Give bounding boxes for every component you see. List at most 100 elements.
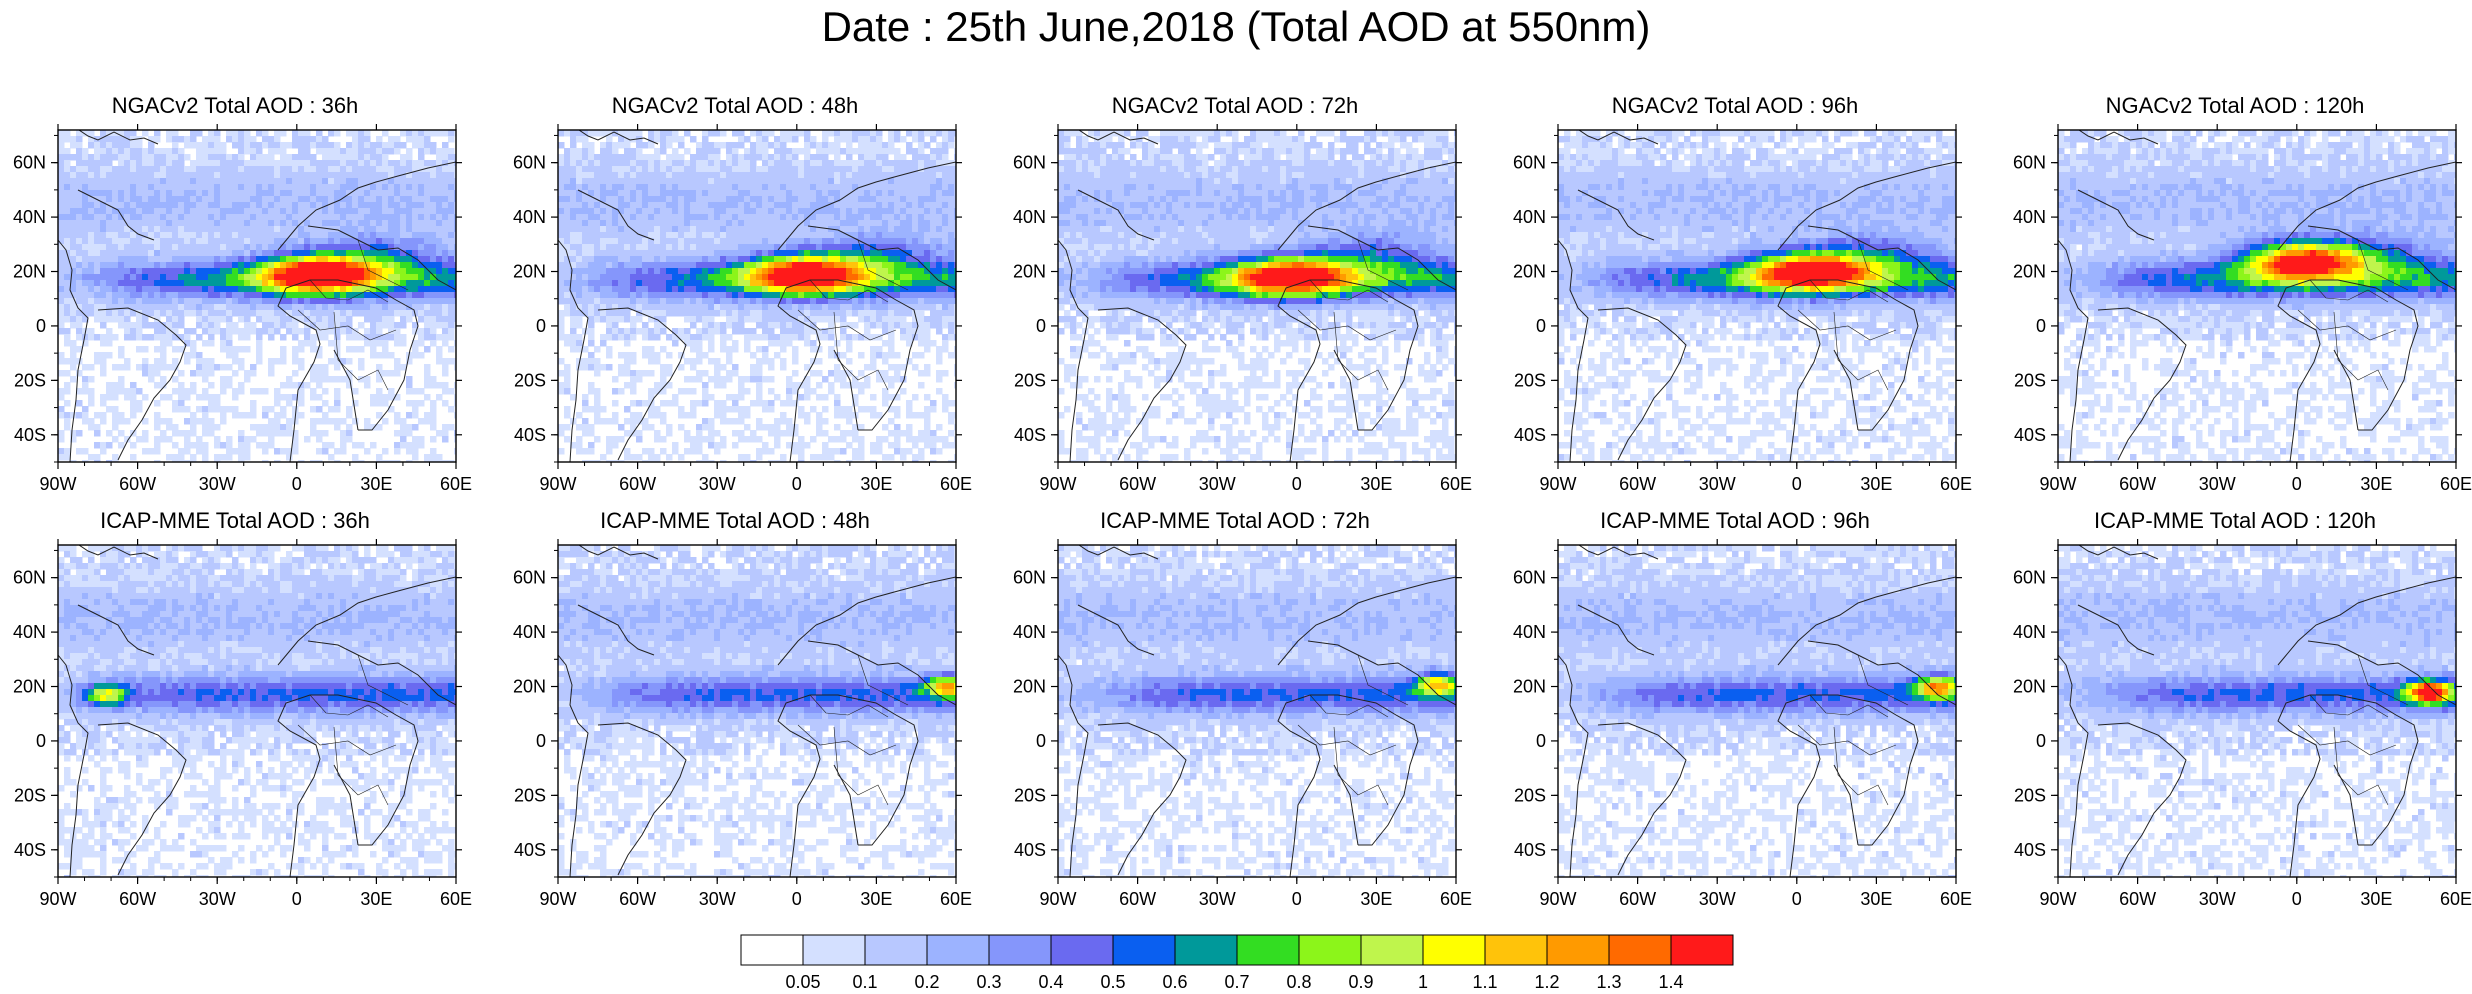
aod-map: 90W 60W 30W 0 30E 60E 60N 40N 20N 0 20S 40S — [2013, 539, 2472, 909]
lon-tick-label: 30W — [1699, 889, 1736, 909]
lon-tick-label: 30E — [1360, 474, 1392, 494]
lat-tick-label: 20N — [1013, 262, 1046, 282]
lat-tick-label: 0 — [536, 316, 546, 336]
aod-field — [2058, 545, 2456, 877]
lat-tick-label: 40S — [1514, 840, 1546, 860]
lat-tick-label: 20N — [2013, 262, 2046, 282]
lat-tick-label: 20N — [513, 677, 546, 697]
aod-field — [2058, 130, 2456, 462]
colorbar-swatch — [1670, 934, 1734, 966]
aod-field — [1558, 545, 1956, 877]
lat-tick-label: 20N — [1013, 677, 1046, 697]
aod-map: 90W 60W 30W 0 30E 60E 60N 40N 20N 0 20S 40S — [1513, 124, 1972, 494]
aod-field — [558, 545, 956, 877]
ngac-map-panel-4: 90W 60W 30W 0 30E 60E 60N 40N 20N 0 20S 40S NGACv2 T… — [1500, 90, 1972, 510]
lon-tick-label: 30W — [699, 889, 736, 909]
colorbar-label: 0.05 — [785, 972, 820, 992]
lon-tick-label: 30W — [199, 474, 236, 494]
lat-tick-label: 20S — [1514, 785, 1546, 805]
lat-tick-label: 20N — [13, 262, 46, 282]
lon-tick-label: 30E — [360, 889, 392, 909]
colorbar-swatch — [1484, 934, 1548, 966]
aod-map: 90W 60W 30W 0 30E 60E 60N 40N 20N 0 20S 40S — [2013, 124, 2472, 494]
panel-title: NGACv2 Total AOD : 48h — [500, 93, 970, 119]
colorbar-swatch — [1174, 934, 1238, 966]
lat-tick-label: 20S — [2014, 370, 2046, 390]
lon-tick-label: 0 — [1292, 889, 1302, 909]
icap-map-panel-4: 90W 60W 30W 0 30E 60E 60N 40N 20N 0 20S 40S ICAP-MME… — [1500, 505, 1972, 925]
colorbar-label: 1.3 — [1596, 972, 1621, 992]
lon-tick-label: 60E — [2440, 889, 2472, 909]
aod-field — [1058, 545, 1456, 877]
icap-map-panel-1: 90W 60W 30W 0 30E 60E 60N 40N 20N 0 20S 40S ICAP-MME… — [0, 505, 472, 925]
colorbar-label: 0.4 — [1038, 972, 1063, 992]
lat-tick-label: 20S — [14, 370, 46, 390]
lon-tick-label: 90W — [2039, 474, 2076, 494]
map-frame — [1057, 129, 1457, 463]
panel-title: ICAP-MME Total AOD : 48h — [500, 508, 970, 534]
lat-tick-label: 40N — [1013, 207, 1046, 227]
map-frame — [2057, 129, 2457, 463]
map-frame — [57, 129, 457, 463]
lat-tick-label: 20S — [1014, 785, 1046, 805]
lat-tick-label: 40N — [2013, 622, 2046, 642]
lon-tick-label: 60W — [619, 474, 656, 494]
lon-tick-label: 60E — [940, 889, 972, 909]
lat-tick-label: 40N — [513, 207, 546, 227]
lon-tick-label: 30W — [699, 474, 736, 494]
lon-tick-label: 30W — [2199, 474, 2236, 494]
lon-tick-label: 0 — [1792, 474, 1802, 494]
lat-tick-label: 40S — [14, 840, 46, 860]
panel-title: NGACv2 Total AOD : 36h — [0, 93, 470, 119]
lat-tick-label: 40N — [1013, 622, 1046, 642]
colorbar-swatch — [1422, 934, 1486, 966]
aod-map: 90W 60W 30W 0 30E 60E 60N 40N 20N 0 20S 40S — [513, 539, 972, 909]
lon-tick-label: 60W — [2119, 474, 2156, 494]
panel-title: NGACv2 Total AOD : 72h — [1000, 93, 1470, 119]
lon-tick-label: 90W — [2039, 889, 2076, 909]
lat-tick-label: 20S — [14, 785, 46, 805]
lat-tick-label: 40S — [2014, 425, 2046, 445]
lat-tick-label: 60N — [1013, 153, 1046, 173]
colorbar-swatch — [740, 934, 804, 966]
lon-tick-label: 30E — [2360, 474, 2392, 494]
lat-tick-label: 0 — [1036, 316, 1046, 336]
colorbar-swatch — [1608, 934, 1672, 966]
aod-field — [58, 545, 456, 877]
lat-tick-label: 20N — [13, 677, 46, 697]
lon-tick-label: 0 — [2292, 474, 2302, 494]
lon-tick-label: 0 — [1792, 889, 1802, 909]
lon-tick-label: 60E — [440, 474, 472, 494]
lon-tick-label: 60E — [2440, 474, 2472, 494]
ngac-map-panel-3: 90W 60W 30W 0 30E 60E 60N 40N 20N 0 20S 40S NGACv2 T… — [1000, 90, 1472, 510]
lon-tick-label: 60W — [119, 474, 156, 494]
colorbar-swatch — [864, 934, 928, 966]
lat-tick-label: 40S — [514, 425, 546, 445]
ngac-map-panel-2: 90W 60W 30W 0 30E 60E 60N 40N 20N 0 20S 40S NGACv2 T… — [500, 90, 972, 510]
lon-tick-label: 60W — [119, 889, 156, 909]
lat-tick-label: 40S — [1014, 425, 1046, 445]
colorbar-swatch — [1360, 934, 1424, 966]
lon-tick-label: 90W — [39, 889, 76, 909]
map-frame — [1557, 544, 1957, 878]
lat-tick-label: 40S — [1514, 425, 1546, 445]
lon-tick-label: 90W — [1539, 474, 1576, 494]
lat-tick-label: 60N — [1513, 568, 1546, 588]
lon-tick-label: 60E — [1940, 474, 1972, 494]
lat-tick-label: 0 — [1036, 731, 1046, 751]
icap-map-panel-3: 90W 60W 30W 0 30E 60E 60N 40N 20N 0 20S 40S ICAP-MME… — [1000, 505, 1472, 925]
lat-tick-label: 40S — [514, 840, 546, 860]
lat-tick-label: 20S — [514, 370, 546, 390]
colorbar-label: 0.5 — [1100, 972, 1125, 992]
lat-tick-label: 20N — [513, 262, 546, 282]
lat-tick-label: 60N — [13, 568, 46, 588]
ngac-map-panel-5: 90W 60W 30W 0 30E 60E 60N 40N 20N 0 20S 40S NGACv2 T… — [2000, 90, 2472, 510]
aod-field — [558, 130, 956, 462]
lat-tick-label: 0 — [1536, 316, 1546, 336]
lon-tick-label: 30E — [1860, 474, 1892, 494]
lon-tick-label: 0 — [792, 474, 802, 494]
lon-tick-label: 0 — [792, 889, 802, 909]
icap-map-panel-2: 90W 60W 30W 0 30E 60E 60N 40N 20N 0 20S 40S ICAP-MME… — [500, 505, 972, 925]
lon-tick-label: 60W — [1119, 474, 1156, 494]
colorbar-label: 0.2 — [914, 972, 939, 992]
